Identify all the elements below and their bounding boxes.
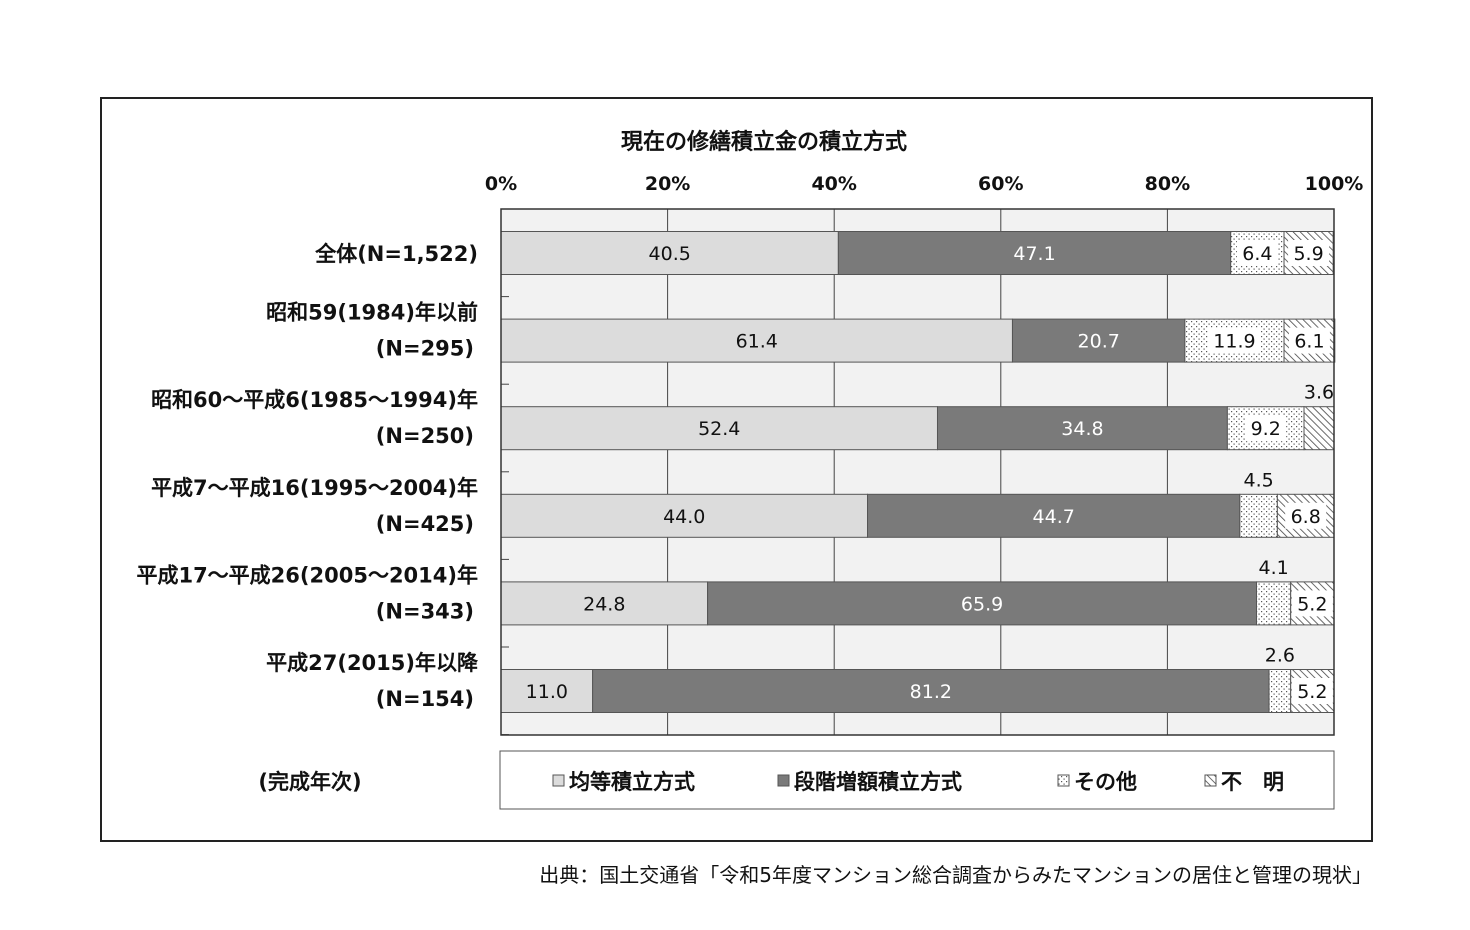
data-label: 40.5: [649, 243, 691, 265]
data-label: 24.8: [583, 593, 625, 615]
category-label: 平成27(2015)年以降: [266, 651, 479, 675]
plot-border: [500, 208, 1335, 736]
legend-swatch: [777, 774, 790, 787]
data-label: 5.9: [1293, 243, 1323, 265]
data-label-bg: [1291, 678, 1333, 704]
x-tick-label: 60%: [978, 173, 1023, 195]
category-label: (N=295): [376, 337, 474, 361]
legend-label: 不 明: [1221, 770, 1284, 794]
bar-segment: [1011, 318, 1186, 363]
data-label-bg: [1208, 327, 1261, 354]
data-label: 4.5: [1244, 469, 1274, 491]
x-tick-label: 80%: [1145, 173, 1190, 195]
data-label: 61.4: [736, 331, 778, 353]
legend-swatch: [1204, 774, 1217, 787]
data-label: 44.7: [1033, 506, 1075, 528]
category-label: 昭和59(1984)年以前: [266, 301, 478, 325]
category-label: (N=343): [376, 599, 474, 623]
data-label: 65.9: [961, 593, 1003, 615]
data-label: 47.1: [1013, 243, 1055, 265]
legend-swatch: [552, 774, 565, 787]
category-label: 全体(N=1,522): [314, 242, 478, 266]
data-label: 5.2: [1297, 681, 1327, 703]
data-label: 44.0: [663, 506, 705, 528]
data-label: 2.6: [1265, 645, 1295, 667]
legend-label: 段階増額積立方式: [794, 770, 962, 794]
legend: [499, 750, 1335, 810]
data-label: 4.1: [1258, 557, 1288, 579]
x-tick-label: 20%: [645, 173, 690, 195]
bar-segment: [867, 493, 1241, 538]
bar-segment: [837, 231, 1232, 275]
x-tick-label: 40%: [811, 173, 856, 195]
x-tick-label: 100%: [1305, 173, 1364, 195]
data-label-bg: [1288, 327, 1330, 354]
data-label: 11.9: [1213, 331, 1255, 353]
legend-label: その他: [1074, 770, 1137, 794]
category-label: (N=425): [376, 512, 474, 536]
category-label: 昭和60〜平成6(1985〜1994)年: [151, 388, 478, 412]
chart-title: 現在の修繕積立金の積立方式: [621, 129, 907, 155]
legend-label: 均等積立方式: [569, 770, 695, 794]
data-label: 52.4: [698, 418, 740, 440]
bar-segment: [592, 669, 1270, 713]
source-note: 出典：国土交通省「令和5年度マンション総合調査からみたマンションの居住と管理の現…: [539, 863, 1372, 887]
category-axis-label: (完成年次): [258, 770, 361, 794]
category-label: 平成7〜平成16(1995〜2004)年: [151, 476, 478, 500]
plot-area: [501, 209, 1334, 735]
data-label-bg: [1285, 502, 1327, 529]
data-label: 34.8: [1061, 418, 1103, 440]
x-tick-label: 0%: [485, 173, 517, 195]
data-label-bg: [1245, 415, 1287, 442]
data-label: 6.8: [1291, 506, 1321, 528]
bar-segment: [1256, 581, 1292, 626]
bar-segment: [1268, 669, 1292, 713]
legend-swatch: [1057, 774, 1070, 787]
bar-segment: [1303, 406, 1335, 451]
data-label: 6.4: [1242, 243, 1272, 265]
data-label: 9.2: [1251, 418, 1281, 440]
data-label: 5.2: [1297, 593, 1327, 615]
bar-segment: [1239, 493, 1278, 538]
data-label: 20.7: [1078, 331, 1120, 353]
data-label: 3.6: [1304, 382, 1334, 404]
data-label-bg: [1291, 590, 1333, 617]
bar-segment: [707, 581, 1258, 626]
data-label-bg: [1288, 240, 1330, 266]
bar-segment: [500, 493, 869, 538]
data-label: 6.1: [1294, 331, 1324, 353]
bar-segment: [936, 406, 1228, 451]
category-label: 平成17〜平成26(2005〜2014)年: [136, 563, 478, 587]
category-label: (N=250): [376, 424, 474, 448]
bar-segment: [500, 581, 709, 626]
category-label: (N=154): [376, 687, 474, 711]
data-label-bg: [1236, 240, 1278, 266]
chart-frame: [100, 97, 1373, 842]
data-label: 11.0: [526, 681, 568, 703]
data-label: 81.2: [910, 681, 952, 703]
